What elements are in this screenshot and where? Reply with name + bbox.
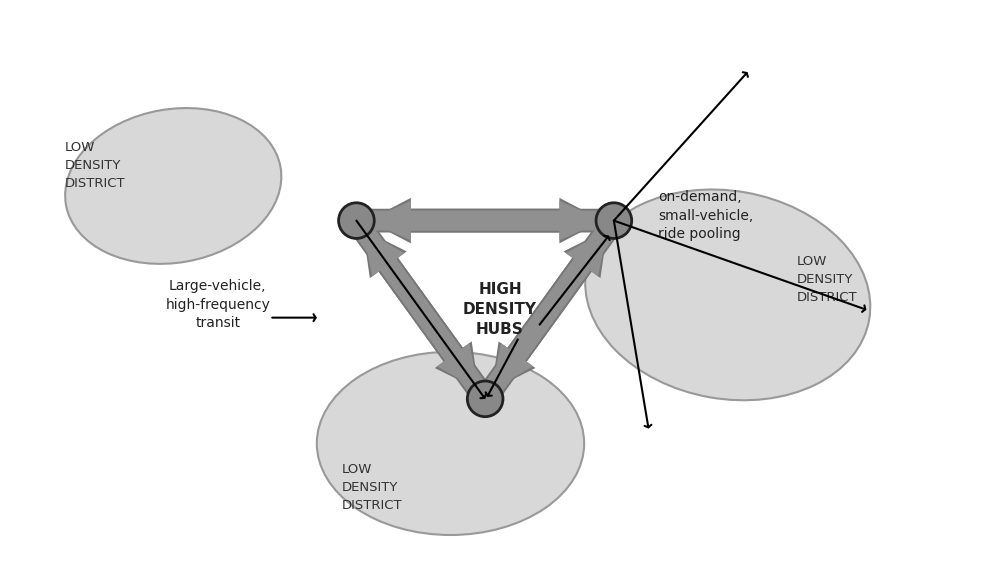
Text: HIGH
DENSITY
HUBS: HIGH DENSITY HUBS: [463, 282, 537, 337]
Circle shape: [596, 203, 632, 238]
Ellipse shape: [65, 108, 281, 264]
FancyArrow shape: [492, 224, 616, 390]
FancyArrow shape: [367, 201, 603, 241]
Text: LOW
DENSITY
DISTRICT: LOW DENSITY DISTRICT: [797, 255, 858, 305]
FancyArrow shape: [355, 224, 479, 390]
FancyArrow shape: [367, 198, 603, 244]
FancyArrow shape: [363, 229, 488, 397]
Text: LOW
DENSITY
DISTRICT: LOW DENSITY DISTRICT: [342, 463, 402, 512]
FancyArrow shape: [353, 223, 479, 390]
Text: on-demand,
small-vehicle,
ride pooling: on-demand, small-vehicle, ride pooling: [658, 190, 754, 241]
FancyArrow shape: [482, 229, 607, 397]
Text: Large-vehicle,
high-frequency
transit: Large-vehicle, high-frequency transit: [165, 279, 270, 330]
Text: LOW
DENSITY
DISTRICT: LOW DENSITY DISTRICT: [64, 141, 125, 190]
FancyArrow shape: [483, 229, 607, 396]
FancyArrow shape: [363, 229, 487, 396]
FancyArrow shape: [367, 198, 603, 244]
Circle shape: [467, 381, 503, 416]
FancyArrow shape: [492, 223, 617, 390]
FancyArrow shape: [367, 201, 603, 241]
Ellipse shape: [585, 189, 870, 400]
Circle shape: [339, 203, 374, 238]
Ellipse shape: [317, 352, 584, 535]
